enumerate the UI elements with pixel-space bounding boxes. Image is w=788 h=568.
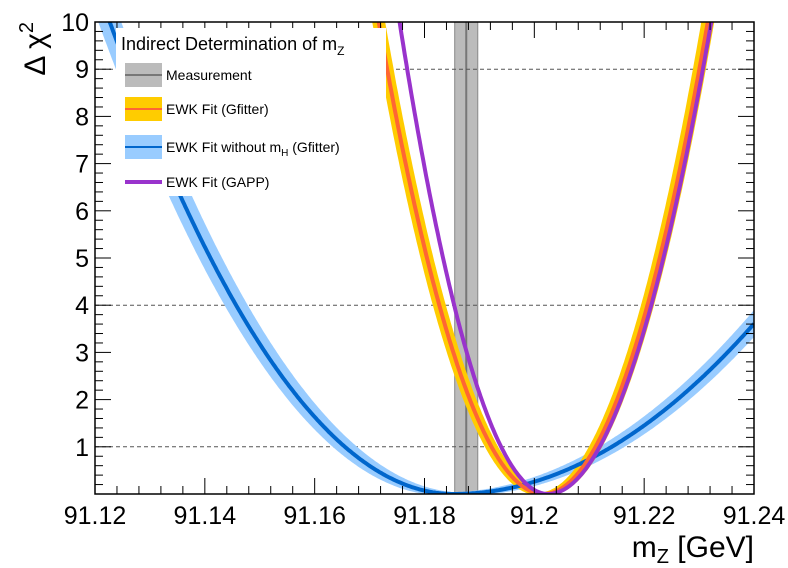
legend-entry-main: EWK Fit (Gfitter) xyxy=(166,101,269,117)
legend-title-main: Indirect Determination of m xyxy=(121,34,337,54)
x-tick-label: 91.14 xyxy=(174,502,237,530)
legend-title: Indirect Determination of mZ xyxy=(121,34,344,58)
y-axis-title: Δ χ2 xyxy=(16,22,52,76)
legend-entry-main: EWK Fit without m xyxy=(166,139,281,155)
y-tick-label: 9 xyxy=(75,56,89,84)
y-tick-label: 6 xyxy=(75,198,89,226)
y-tick-label: 10 xyxy=(61,9,89,37)
x-tick-label: 91.24 xyxy=(723,502,786,530)
y-tick-label: 5 xyxy=(75,245,89,273)
x-tick-label: 91.16 xyxy=(283,502,346,530)
y-tick-label: 3 xyxy=(75,339,89,367)
legend-title-sub: Z xyxy=(337,44,344,58)
legend-entry-label: Measurement xyxy=(166,67,252,83)
legend-entry-main: Measurement xyxy=(166,67,252,83)
y-tick-label: 2 xyxy=(75,387,89,415)
x-axis-title-tail: [GeV] xyxy=(669,531,754,564)
curve-band-gfitter-nomh xyxy=(98,22,754,494)
y-tick-label: 7 xyxy=(75,151,89,179)
legend-entry-label: EWK Fit (GAPP) xyxy=(166,174,269,190)
y-tick-label: 8 xyxy=(75,103,89,131)
legend-entry-label: EWK Fit without mH (Gfitter) xyxy=(166,139,340,159)
x-tick-label: 91.12 xyxy=(64,502,127,530)
curve-line-gfitter xyxy=(376,22,710,494)
legend-entry-main: EWK Fit (GAPP) xyxy=(166,174,269,190)
legend-entry-label: EWK Fit (Gfitter) xyxy=(166,101,269,117)
x-axis-title: mZ [GeV] xyxy=(632,531,754,568)
legend-entry-tail: (Gfitter) xyxy=(288,139,339,155)
y-axis-title-main: Δ χ xyxy=(19,33,52,76)
legend-entry-sub: H xyxy=(281,148,288,159)
x-axis-title-sub: Z xyxy=(657,546,669,568)
y-tick-label: 4 xyxy=(75,292,89,320)
x-tick-label: 91.18 xyxy=(393,502,456,530)
x-tick-label: 91.22 xyxy=(613,502,676,530)
y-axis-title-sup: 2 xyxy=(16,22,38,33)
x-axis-title-main: m xyxy=(632,531,657,564)
y-tick-label: 1 xyxy=(75,434,89,462)
x-tick-label: 91.2 xyxy=(510,502,559,530)
